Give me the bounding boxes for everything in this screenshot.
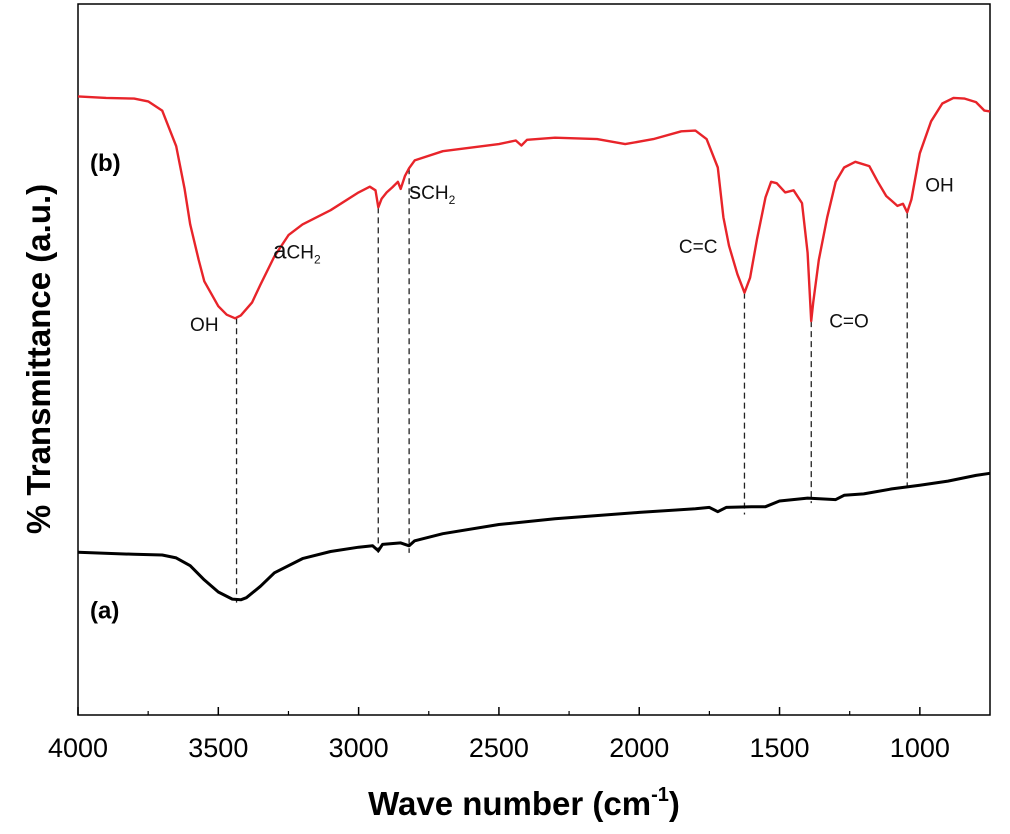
x-axis-title-main: Wave number (cm <box>368 785 651 822</box>
x-tick-label-2500: 2500 <box>469 733 529 763</box>
series-labels: (b) (a) <box>90 150 121 624</box>
y-axis-title: % Transmittance (a.u.) <box>20 184 57 534</box>
series-lines <box>77 95 991 602</box>
x-tick-label-3000: 3000 <box>329 733 389 763</box>
dashed-markers <box>235 168 908 603</box>
peak-label-4: C=O <box>829 312 869 333</box>
peak-label-3: C=C <box>679 237 718 258</box>
peak-label-prefix: s <box>409 178 421 205</box>
peak-label-prefix: a <box>273 238 287 265</box>
peak-label-text: C=C <box>679 237 718 258</box>
peak-label-2: sCH2 <box>409 178 455 207</box>
series-line-b <box>77 95 991 323</box>
x-tick-label-3500: 3500 <box>188 733 248 763</box>
peak-label-text: CH <box>286 243 313 264</box>
series-label-a: (a) <box>90 597 119 624</box>
peak-label-text: CH <box>421 183 448 204</box>
peak-label-5: OH <box>925 176 954 197</box>
x-tick-label-1000: 1000 <box>890 733 950 763</box>
x-axis-title-close: ) <box>669 785 680 822</box>
peak-label-1: aCH2 <box>273 238 321 267</box>
peak-label-text: OH <box>190 315 219 336</box>
x-axis-title-sup: -1 <box>651 784 669 806</box>
x-axis-ticks: 4000 3500 3000 2500 2000 1500 1000 <box>48 707 950 763</box>
peak-label-sub: 2 <box>314 253 321 267</box>
series-line-a <box>77 471 991 602</box>
peak-label-sub: 2 <box>449 193 456 207</box>
x-axis-title: Wave number (cm-1) <box>368 784 680 822</box>
peak-label-0: OH <box>190 315 219 336</box>
x-tick-label-4000: 4000 <box>48 733 108 763</box>
x-tick-label-2000: 2000 <box>609 733 669 763</box>
series-label-b: (b) <box>90 150 121 177</box>
x-tick-label-1500: 1500 <box>749 733 809 763</box>
peak-label-text: C=O <box>829 312 869 333</box>
plot-frame <box>77 3 991 716</box>
peak-label-text: OH <box>925 176 954 197</box>
